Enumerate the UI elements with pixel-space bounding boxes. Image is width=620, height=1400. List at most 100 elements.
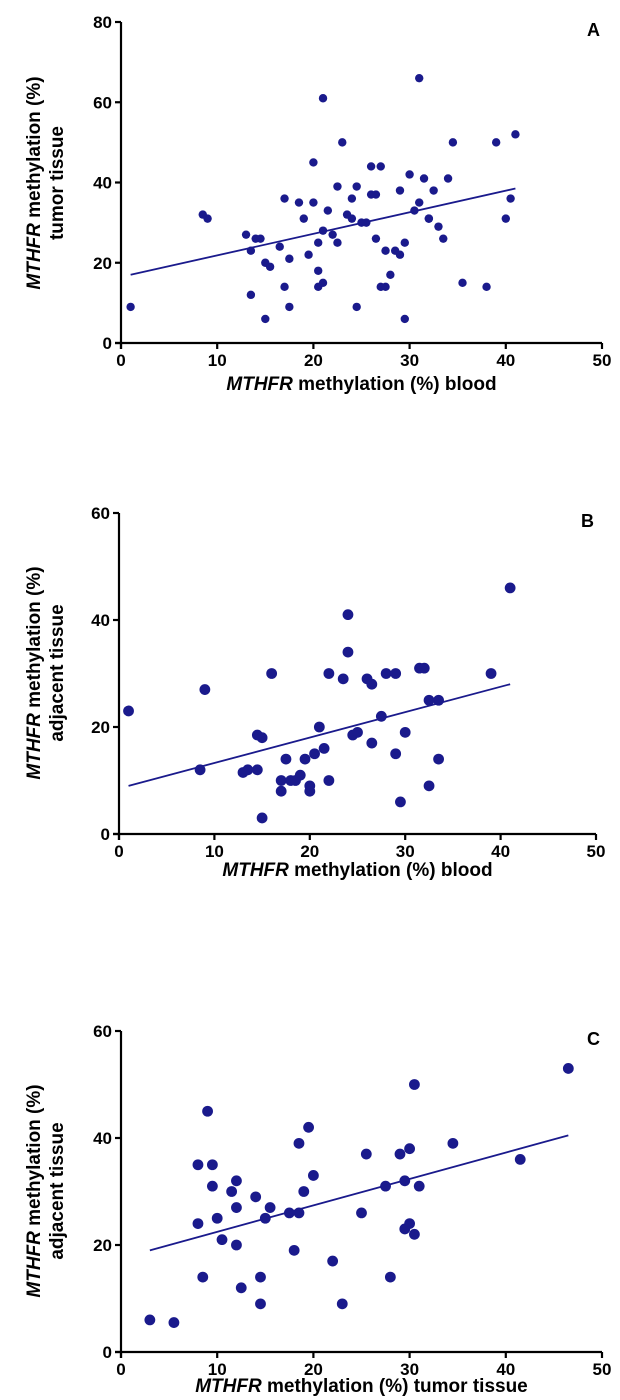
data-point [404,1218,415,1229]
data-point [328,230,337,239]
y-tick-label: 60 [91,504,110,523]
data-point [280,282,289,292]
data-point [409,1079,420,1090]
data-point [424,214,434,223]
data-point [336,1298,348,1310]
data-point [371,234,381,243]
data-point [491,138,501,147]
data-point [482,282,491,292]
data-point [298,1186,310,1197]
data-point [362,218,371,227]
data-point [352,302,361,312]
data-point [413,1180,425,1192]
data-point [356,1207,367,1219]
data-point [318,743,330,754]
data-point [390,748,402,760]
data-point [394,1148,406,1160]
data-point [199,684,211,695]
y-tick-label: 40 [91,611,110,630]
data-point [211,1212,223,1224]
data-point [299,214,308,223]
data-point [314,266,323,275]
data-point [285,254,294,263]
data-point [511,130,520,139]
x-tick-label: 20 [300,842,319,861]
panel-letter: C [587,1029,600,1049]
data-point [352,182,361,191]
data-point [371,190,381,199]
data-point [342,646,354,658]
data-point [293,1137,305,1149]
data-point [405,170,414,179]
data-point [501,214,510,223]
data-point [231,1239,242,1251]
regression-line [128,683,511,787]
data-point [259,1212,271,1224]
data-point [255,1271,266,1283]
data-point [256,812,268,824]
data-point [323,775,335,786]
data-point [275,242,284,251]
data-point [192,1218,204,1229]
data-point [390,668,402,679]
y-tick-label: 20 [91,718,110,737]
data-point [299,753,311,765]
data-point [313,721,325,733]
x-tick-label: 50 [593,1360,612,1379]
data-point [366,678,378,690]
data-point [288,1244,300,1256]
data-point [333,182,342,191]
data-point [309,748,320,760]
data-point [241,230,251,239]
data-point [400,314,409,324]
data-point [194,764,206,776]
data-point [250,1191,262,1203]
data-point [395,796,406,808]
data-point [380,668,392,679]
data-point [251,764,263,776]
data-point [395,250,405,259]
data-point [375,710,387,722]
data-point [380,1180,391,1192]
data-point [423,694,435,706]
x-tick-label: 0 [116,1360,125,1379]
x-tick-label: 50 [593,351,612,370]
data-point [323,206,333,215]
y-tick-label: 20 [93,254,112,273]
x-tick-label: 10 [208,1360,227,1379]
data-point [309,158,318,167]
x-tick-label: 30 [400,1360,419,1379]
x-tick-label: 40 [491,842,510,861]
data-point [261,314,270,324]
data-point [342,609,354,621]
y-tick-label: 60 [93,93,112,112]
data-point [293,1207,305,1219]
data-point [144,1314,156,1326]
x-tick-label: 40 [496,1360,515,1379]
data-point [395,186,405,195]
data-point [314,238,323,247]
panel-c: 0 10 20 30 40 50 0 20 40 60 C MTHFR methylation (%)… [24,1022,611,1397]
x-tick-label: 30 [400,351,419,370]
data-point [415,198,424,207]
data-point [285,302,294,312]
data-point [318,226,328,235]
data-point [264,1202,276,1213]
x-tick-label: 30 [396,842,415,861]
data-point [304,785,316,797]
data-point [246,290,256,300]
y-tick-label: 80 [93,13,112,32]
data-point [433,694,444,706]
data-point [485,668,497,679]
data-point [381,282,390,292]
panel-b: 0 10 20 30 40 50 0 20 40 60 B MTHFR methylation (%)… [24,504,605,881]
x-tick-label: 20 [304,1360,323,1379]
data-point [419,174,429,183]
data-point [197,1271,209,1283]
data-point [283,1207,295,1219]
data-point [231,1202,242,1213]
data-point [347,214,357,223]
data-point [338,138,347,147]
panel-letter: B [581,511,594,531]
data-point [309,198,318,207]
